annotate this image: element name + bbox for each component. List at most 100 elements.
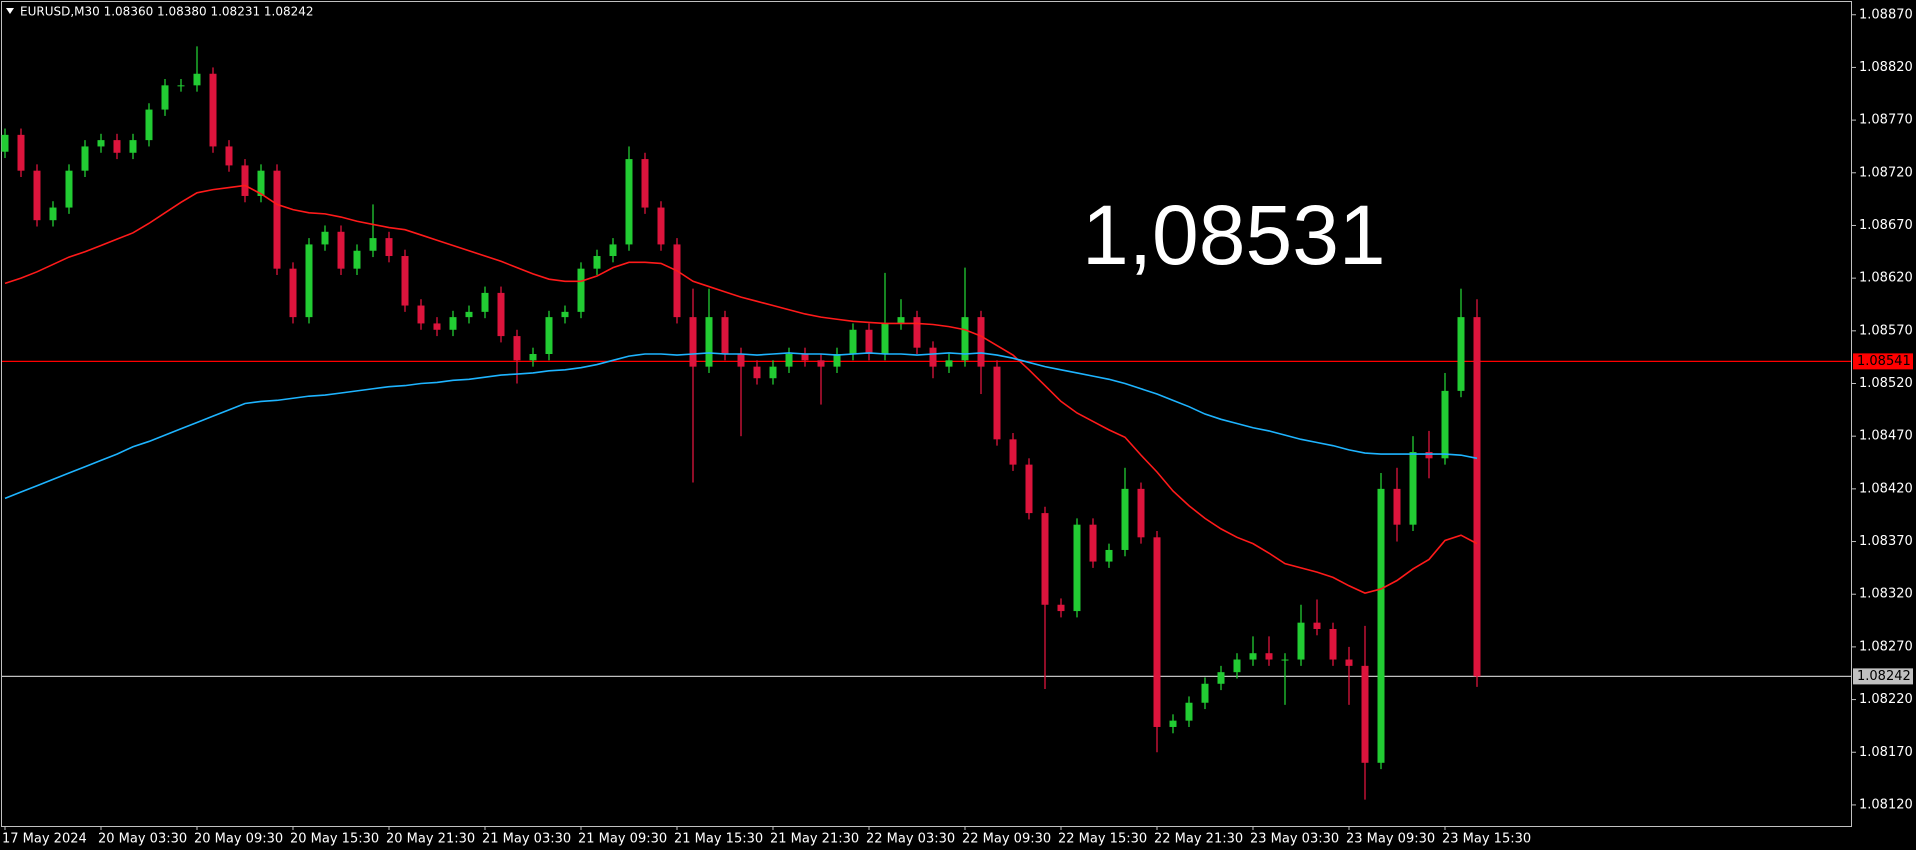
candle-body xyxy=(1089,524,1097,562)
candle-body xyxy=(961,317,969,361)
candle-body xyxy=(1105,549,1113,562)
x-tick-label: 20 May 09:30 xyxy=(194,832,283,847)
y-tick-label: 1.08870 xyxy=(1859,7,1913,22)
candle-body xyxy=(1217,672,1225,684)
candle-body xyxy=(1009,439,1017,465)
price-label: 1.08242 xyxy=(1857,669,1911,684)
x-tick-label: 21 May 21:30 xyxy=(770,832,859,847)
x-tick-label: 20 May 21:30 xyxy=(386,832,475,847)
candle-body xyxy=(1137,488,1145,538)
candle-body xyxy=(1153,537,1161,727)
annotation: 1,08531 xyxy=(1082,188,1386,282)
candle-body xyxy=(433,323,441,330)
candle-body xyxy=(721,317,729,354)
y-tick-label: 1.08420 xyxy=(1859,481,1913,496)
candle-body xyxy=(161,85,169,110)
candle-body xyxy=(1201,683,1209,703)
candle-body xyxy=(641,159,649,208)
candle-body xyxy=(1297,622,1305,660)
x-tick-label: 22 May 03:30 xyxy=(866,832,955,847)
price-label-box xyxy=(1853,353,1913,370)
y-tick-label: 1.08170 xyxy=(1859,745,1913,760)
candle-body xyxy=(1169,720,1177,727)
candle-body xyxy=(817,360,825,367)
candle-body xyxy=(113,140,121,153)
candle-body xyxy=(305,244,313,318)
candle-body xyxy=(977,317,985,367)
candle-body xyxy=(593,256,601,269)
candle-body xyxy=(497,292,505,337)
y-tick-label: 1.08370 xyxy=(1859,534,1913,549)
plot-frame xyxy=(1,1,1852,827)
candle-body xyxy=(337,231,345,269)
candle-body xyxy=(273,170,281,269)
candle-body xyxy=(401,256,409,306)
y-tick-label: 1.08520 xyxy=(1859,376,1913,391)
x-tick-label: 22 May 09:30 xyxy=(962,832,1051,847)
candle-body xyxy=(881,323,889,354)
candle-body xyxy=(1345,659,1353,666)
candle-body xyxy=(801,354,809,361)
candle-body xyxy=(929,347,937,367)
candle-body xyxy=(1329,628,1337,660)
candle-body xyxy=(1457,317,1465,391)
candle-body xyxy=(97,140,105,147)
x-tick-label: 21 May 15:30 xyxy=(674,832,763,847)
price-label: 1.08541 xyxy=(1857,354,1911,369)
candle-body xyxy=(657,207,665,245)
candle-body xyxy=(1473,317,1481,677)
candle-body xyxy=(529,354,537,361)
candle-body xyxy=(609,244,617,257)
price-label-box xyxy=(1853,668,1913,685)
candle-body xyxy=(225,146,233,166)
candle-body xyxy=(65,170,73,208)
candle-body xyxy=(737,354,745,367)
candle-body xyxy=(1265,653,1273,660)
candle-body xyxy=(481,292,489,312)
y-tick-label: 1.08320 xyxy=(1859,587,1913,602)
candle-body xyxy=(689,317,697,367)
y-tick-label: 1.08270 xyxy=(1859,639,1913,654)
x-tick-label: 23 May 09:30 xyxy=(1346,832,1435,847)
candle-body xyxy=(993,366,1001,440)
candle-body xyxy=(17,134,25,171)
candle-body xyxy=(625,159,633,245)
candle-body xyxy=(385,238,393,257)
y-tick-label: 1.08820 xyxy=(1859,60,1913,75)
candle-body xyxy=(673,244,681,318)
candle-body xyxy=(145,109,153,141)
candle-body xyxy=(1121,488,1129,550)
candle-body xyxy=(1073,524,1081,612)
candle-body xyxy=(769,366,777,379)
candle-body xyxy=(1249,653,1257,660)
candle-body xyxy=(1393,488,1401,525)
candle-body xyxy=(1,134,9,152)
y-tick-label: 1.08670 xyxy=(1859,218,1913,233)
y-tick-label: 1.08470 xyxy=(1859,429,1913,444)
candle-body xyxy=(833,354,841,367)
x-tick-label: 22 May 15:30 xyxy=(1058,832,1147,847)
x-tick-label: 21 May 09:30 xyxy=(578,832,667,847)
candle-body xyxy=(49,207,57,221)
candle-body xyxy=(897,317,905,324)
candle-body xyxy=(945,360,953,367)
candle-body xyxy=(129,140,137,153)
candle-body xyxy=(785,354,793,367)
candle-body xyxy=(1377,488,1385,763)
candle-body xyxy=(209,73,217,147)
moving-average xyxy=(4,352,1478,500)
candle-body xyxy=(1313,622,1321,629)
candle-body xyxy=(705,317,713,367)
candle-body xyxy=(417,305,425,324)
candle-body xyxy=(241,165,249,196)
candle-body xyxy=(1057,604,1065,612)
candle-body xyxy=(81,146,89,171)
candle-body xyxy=(321,231,329,245)
candle-body xyxy=(289,268,297,318)
candle-body xyxy=(1361,665,1369,763)
candle-body xyxy=(1041,513,1049,605)
y-tick-label: 1.08770 xyxy=(1859,113,1913,128)
moving-average xyxy=(4,184,1478,595)
candle-body xyxy=(257,170,265,196)
